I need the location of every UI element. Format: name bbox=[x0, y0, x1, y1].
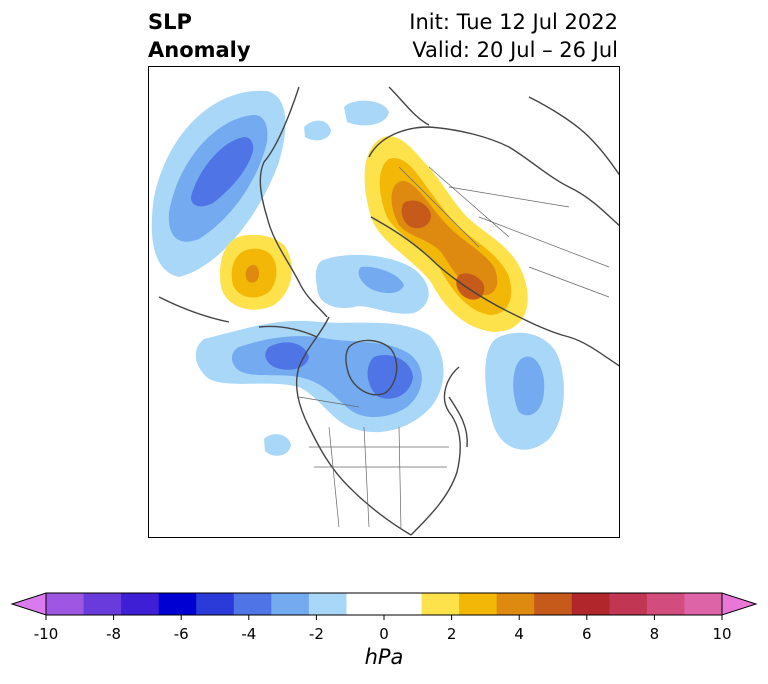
colorbar-segment bbox=[571, 593, 610, 615]
map-panel bbox=[148, 66, 620, 538]
colorbar-segment bbox=[609, 593, 648, 615]
colorbar-segment bbox=[646, 593, 685, 615]
colorbar-unit-label: hPa bbox=[364, 645, 404, 669]
map-title-left: SLP Anomaly bbox=[148, 8, 251, 64]
colorbar-segment bbox=[271, 593, 310, 615]
positive-anomaly-europe-5 bbox=[456, 273, 485, 300]
colorbar-segment bbox=[233, 593, 272, 615]
init-date: Init: Tue 12 Jul 2022 bbox=[409, 10, 618, 34]
colorbar-tick-label: 8 bbox=[650, 625, 660, 640]
positive-anomaly-west-3 bbox=[245, 264, 259, 283]
colorbar-tick-label: -2 bbox=[309, 625, 324, 640]
negative-anomaly-polar-core bbox=[358, 266, 404, 294]
colorbar-segment bbox=[46, 593, 85, 615]
colorbar-segments bbox=[10, 592, 758, 616]
colorbar-tick-label: -8 bbox=[106, 625, 121, 640]
negative-anomaly-north bbox=[344, 100, 389, 126]
colorbar-tick-label: 0 bbox=[379, 625, 389, 640]
colorbar-segment bbox=[196, 593, 235, 615]
negative-anomaly-north2 bbox=[304, 120, 331, 141]
colorbar-segment bbox=[158, 593, 197, 615]
colorbar-tick-label: 10 bbox=[712, 625, 731, 640]
colorbar: -10 -8 -6 -4 -2 0 2 4 6 8 10 bbox=[10, 592, 758, 640]
title-variable: SLP bbox=[148, 10, 192, 34]
anomaly-map bbox=[151, 86, 619, 536]
colorbar-ticks: -10 -8 -6 -4 -2 0 2 4 6 8 10 bbox=[34, 615, 732, 640]
colorbar-tick-label: 2 bbox=[447, 625, 457, 640]
map-title-right: Init: Tue 12 Jul 2022 Valid: 20 Jul – 26… bbox=[409, 8, 618, 64]
colorbar-tick-label: 4 bbox=[514, 625, 524, 640]
colorbar-tick-label: -10 bbox=[34, 625, 59, 640]
negative-anomaly-gulf bbox=[264, 434, 291, 456]
colorbar-tick-label: -6 bbox=[174, 625, 189, 640]
colorbar-extend-low bbox=[10, 592, 47, 616]
negative-anomaly-hudson bbox=[367, 355, 413, 399]
colorbar-segment bbox=[83, 593, 122, 615]
colorbar-segment bbox=[459, 593, 498, 615]
colorbar-tick-label: -4 bbox=[241, 625, 256, 640]
borders bbox=[298, 166, 610, 530]
negative-anomaly-pacific-inner bbox=[191, 137, 254, 207]
colorbar-extend-high bbox=[721, 592, 758, 616]
negative-anomaly-canada-3 bbox=[265, 342, 309, 370]
colorbar-segment bbox=[121, 593, 160, 615]
colorbar-segment bbox=[534, 593, 573, 615]
valid-range: Valid: 20 Jul – 26 Jul bbox=[412, 38, 618, 62]
colorbar-segment bbox=[384, 593, 423, 615]
colorbar-segment bbox=[308, 593, 347, 615]
title-anomaly: Anomaly bbox=[148, 38, 251, 62]
colorbar-segment bbox=[346, 593, 385, 615]
positive-anomaly-europe-4 bbox=[401, 200, 431, 229]
colorbar-segment bbox=[421, 593, 460, 615]
colorbar-segment bbox=[496, 593, 535, 615]
negative-anomaly-atlantic-core bbox=[513, 356, 545, 416]
colorbar-segment bbox=[684, 593, 723, 615]
colorbar-tick-label: 6 bbox=[582, 625, 592, 640]
